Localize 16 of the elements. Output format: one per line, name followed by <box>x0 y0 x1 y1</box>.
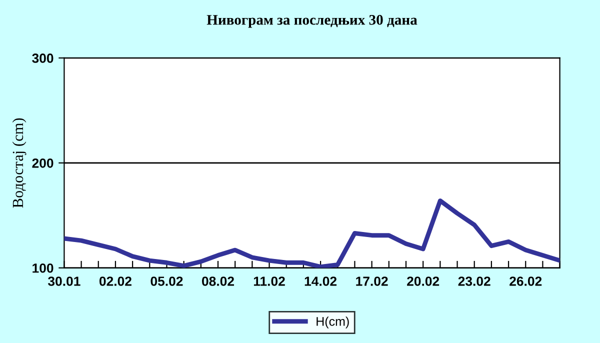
legend-label: H(cm) <box>316 316 349 328</box>
x-tick-label: 14.02 <box>304 276 337 286</box>
y-tick-label: 200 <box>32 158 54 168</box>
x-tick-label: 23.02 <box>458 276 490 286</box>
x-tick-label: 30.01 <box>48 276 80 286</box>
y-tick-label: 100 <box>32 263 54 273</box>
x-tick-label: 17.02 <box>356 276 388 286</box>
x-tick-label: 20.02 <box>407 276 440 286</box>
x-tick-label: 05.02 <box>150 276 183 286</box>
x-tick-label: 11.02 <box>254 276 285 286</box>
x-tick-label: 26.02 <box>510 276 542 286</box>
y-tick-label: 300 <box>32 54 54 63</box>
chart-title: Нивограм за последњих 30 дана <box>206 14 418 28</box>
y-axis-title: Водостај (cm) <box>12 118 26 208</box>
x-tick-label: 02.02 <box>99 276 132 286</box>
x-tick-label: 08.02 <box>202 276 234 286</box>
